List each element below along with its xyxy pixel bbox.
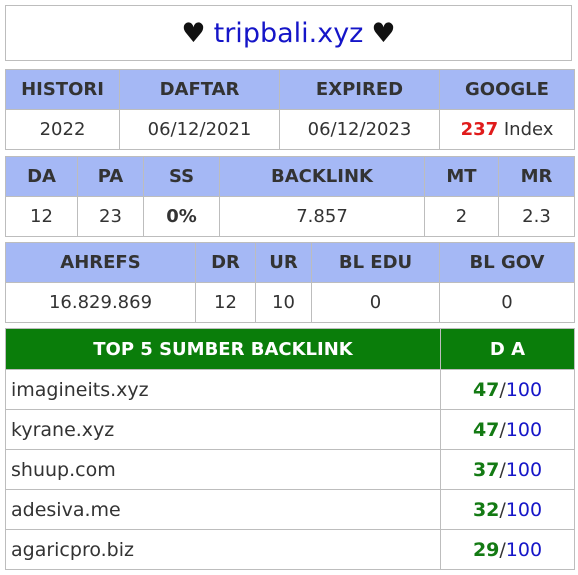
value-daftar: 06/12/2021	[119, 109, 280, 150]
backlink-da: 32/100	[440, 489, 575, 530]
heart-icon-right: ♥	[371, 17, 396, 49]
header-daftar: DAFTAR	[119, 69, 280, 110]
seo-metrics-value-row: 12 23 0% 7.857 2 2.3	[5, 196, 575, 237]
da-value: 47	[472, 418, 500, 441]
header-mr: MR	[498, 156, 575, 197]
ahrefs-value-row: 16.829.869 12 10 0 0	[5, 282, 575, 323]
da-max: 100	[505, 498, 543, 521]
header-pa: PA	[77, 156, 144, 197]
da-max: 100	[505, 418, 543, 441]
backlink-da: 29/100	[440, 529, 575, 570]
table-row: shuup.com 37/100	[5, 449, 575, 490]
header-histori: HISTORI	[5, 69, 120, 110]
header-ahrefs: AHREFS	[5, 242, 196, 283]
header-expired: EXPIRED	[279, 69, 440, 110]
value-mt: 2	[424, 196, 499, 237]
da-separator: /	[499, 498, 506, 521]
header-da: DA	[5, 156, 78, 197]
backlink-da: 47/100	[440, 369, 575, 410]
value-dr: 12	[195, 282, 256, 323]
value-da: 12	[5, 196, 78, 237]
header-mt: MT	[424, 156, 499, 197]
da-value: 32	[472, 498, 500, 521]
header-bl-gov: BL GOV	[439, 242, 575, 283]
seo-metrics-header-row: DA PA SS BACKLINK MT MR	[5, 156, 575, 197]
value-google: 237 Index	[439, 109, 575, 150]
da-max: 100	[505, 378, 543, 401]
ahrefs-table: AHREFS DR UR BL EDU BL GOV 16.829.869 12…	[5, 242, 575, 323]
backlink-source: kyrane.xyz	[5, 409, 441, 450]
value-pa: 23	[77, 196, 144, 237]
header-ss: SS	[143, 156, 220, 197]
da-max: 100	[505, 538, 543, 561]
ahrefs-header-row: AHREFS DR UR BL EDU BL GOV	[5, 242, 575, 283]
header-da-score: D A	[440, 328, 575, 370]
value-expired: 06/12/2023	[279, 109, 440, 150]
table-row: agaricpro.biz 29/100	[5, 529, 575, 570]
backlink-da: 37/100	[440, 449, 575, 490]
header-backlink: BACKLINK	[219, 156, 425, 197]
domain-info-header-row: HISTORI DAFTAR EXPIRED GOOGLE	[5, 69, 575, 110]
header-ur: UR	[255, 242, 312, 283]
top-backlink-table: TOP 5 SUMBER BACKLINK D A imagineits.xyz…	[5, 328, 575, 570]
backlink-source: shuup.com	[5, 449, 441, 490]
da-value: 37	[472, 458, 500, 481]
da-value: 47	[472, 378, 500, 401]
heart-icon-left: ♥	[181, 17, 206, 49]
da-value: 29	[472, 538, 500, 561]
da-separator: /	[499, 418, 506, 441]
value-histori: 2022	[5, 109, 120, 150]
header-google: GOOGLE	[439, 69, 575, 110]
table-row: adesiva.me 32/100	[5, 489, 575, 530]
value-ahrefs: 16.829.869	[5, 282, 196, 323]
value-mr: 2.3	[498, 196, 575, 237]
value-backlink: 7.857	[219, 196, 425, 237]
value-bl-edu: 0	[311, 282, 440, 323]
seo-metrics-table: DA PA SS BACKLINK MT MR 12 23 0% 7.857 2…	[5, 156, 575, 237]
da-max: 100	[505, 458, 543, 481]
table-row: kyrane.xyz 47/100	[5, 409, 575, 450]
backlink-source: adesiva.me	[5, 489, 441, 530]
backlink-da: 47/100	[440, 409, 575, 450]
value-bl-gov: 0	[439, 282, 575, 323]
google-index-suffix: Index	[498, 119, 554, 140]
google-index-count: 237	[460, 119, 499, 140]
da-separator: /	[499, 538, 506, 561]
top-backlink-header-row: TOP 5 SUMBER BACKLINK D A	[5, 328, 575, 370]
site-title: ♥ tripbali.xyz ♥	[5, 5, 572, 61]
header-dr: DR	[195, 242, 256, 283]
site-name: tripbali.xyz	[213, 17, 364, 49]
header-bl-edu: BL EDU	[311, 242, 440, 283]
backlink-source: imagineits.xyz	[5, 369, 441, 410]
value-ur: 10	[255, 282, 312, 323]
value-ss: 0%	[143, 196, 220, 237]
header-top-sources: TOP 5 SUMBER BACKLINK	[5, 328, 441, 370]
backlink-source: agaricpro.biz	[5, 529, 441, 570]
domain-info-table: HISTORI DAFTAR EXPIRED GOOGLE 2022 06/12…	[5, 69, 575, 150]
da-separator: /	[499, 378, 506, 401]
table-row: imagineits.xyz 47/100	[5, 369, 575, 410]
domain-info-value-row: 2022 06/12/2021 06/12/2023 237 Index	[5, 109, 575, 150]
da-separator: /	[499, 458, 506, 481]
